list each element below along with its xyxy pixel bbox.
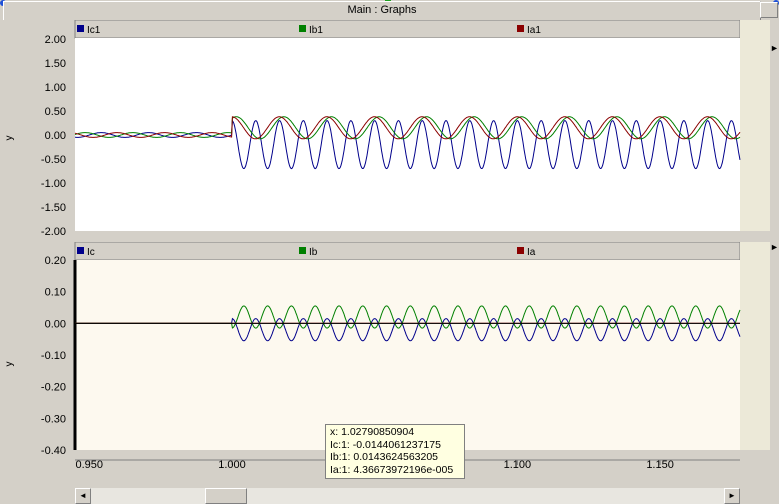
top-ytick-label: -2.00 [41, 226, 66, 238]
tooltip-x: x: 1.02790850904 [330, 426, 415, 438]
window-title: Main : Graphs [347, 4, 417, 16]
top-legend-swatch [299, 25, 306, 32]
top-series-ic1 [75, 119, 741, 170]
top-legend-swatch [77, 25, 84, 32]
top-series-ia1 [74, 116, 741, 140]
bottom-ytick-label: 0.10 [45, 287, 66, 299]
top-ytick-label: 0.50 [45, 106, 66, 118]
top-legend-label[interactable]: Ia1 [527, 25, 541, 36]
bottom-ytick-label: -0.40 [41, 445, 66, 457]
bottom-plot-area [75, 260, 740, 450]
bottom-ytick-label: 0.20 [45, 255, 66, 267]
hover-tooltip: x: 1.02790850904 Ic:1: -0.0144061237175 … [325, 424, 465, 479]
top-graph-panel: Ic1 Ib1 Ia1 ► y 2.00 1.50 1.00 0.50 0.00 -0.50 -… [0, 20, 779, 242]
top-ytick-label: -1.00 [41, 178, 66, 190]
tooltip-ib: Ib:1: 0.0143624563205 [330, 451, 439, 463]
expand-arrow-icon[interactable]: ► [770, 242, 779, 252]
bottom-legend-swatch [77, 247, 84, 254]
top-legend-swatch [517, 25, 524, 32]
bottom-legend-label[interactable]: Ia [527, 247, 536, 258]
bottom-ylabel: y [4, 362, 15, 367]
scroll-right-arrow-icon[interactable]: ► [724, 488, 740, 504]
top-ytick-label: 1.50 [45, 58, 66, 70]
bottom-legend-swatch [517, 247, 524, 254]
xtick-label: 1.000 [218, 459, 246, 471]
top-ytick-label: 2.00 [45, 34, 66, 46]
top-ytick-label: 0.00 [45, 130, 66, 142]
bottom-legend-bar [74, 242, 741, 261]
bottom-ytick-label: -0.30 [41, 413, 66, 425]
horizontal-scrollbar[interactable]: ◄ ► [75, 488, 740, 504]
xtick-label: 1.150 [646, 459, 674, 471]
scroll-left-arrow-icon[interactable]: ◄ [75, 488, 91, 504]
top-series-ib1 [74, 116, 741, 140]
top-ytick-label: 1.00 [45, 82, 66, 94]
top-legend-label[interactable]: Ib1 [309, 25, 323, 36]
bottom-ytick-label: -0.10 [41, 350, 66, 362]
bottom-legend-label[interactable]: Ic [87, 247, 95, 258]
scrollbar-thumb[interactable] [205, 488, 247, 504]
window-titlebar: Main : Graphs [3, 1, 761, 21]
top-ylabel: y [4, 136, 15, 141]
xtick-label: 0.950 [76, 459, 104, 471]
tooltip-ic: Ic:1: -0.0144061237175 [330, 438, 441, 451]
top-ytick-label: -1.50 [41, 202, 66, 214]
top-legend-bar [74, 20, 741, 39]
bottom-legend-swatch [299, 247, 306, 254]
tooltip-ia: Ia:1: 4.36673972196e-005 [330, 463, 454, 476]
bottom-ytick-label: 0.00 [45, 318, 66, 330]
xtick-label: 1.100 [504, 459, 532, 471]
top-legend-label[interactable]: Ic1 [87, 25, 101, 36]
bottom-legend-label[interactable]: Ib [309, 247, 318, 258]
titlebar-button[interactable] [760, 2, 778, 18]
bottom-ytick-label: -0.20 [41, 382, 66, 394]
top-ytick-label: -0.50 [41, 154, 66, 166]
expand-arrow-icon[interactable]: ► [770, 43, 779, 53]
